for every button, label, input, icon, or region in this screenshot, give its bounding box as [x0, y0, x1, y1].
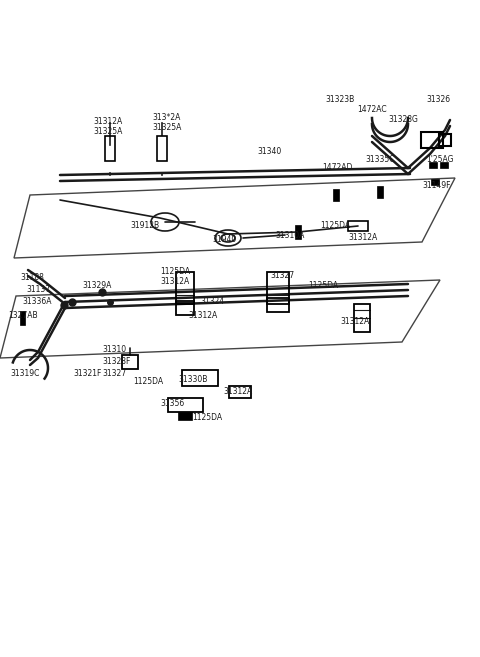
Text: 31312A: 31312A — [93, 118, 122, 127]
Bar — [267, 298, 289, 312]
Bar — [229, 386, 251, 398]
Text: 31327: 31327 — [270, 271, 294, 279]
Text: 31325A: 31325A — [152, 124, 181, 133]
Bar — [182, 370, 218, 386]
Text: 1125DA: 1125DA — [160, 267, 190, 277]
Bar — [439, 134, 451, 146]
Text: 31321F: 31321F — [73, 369, 101, 378]
Bar — [354, 304, 370, 332]
Text: 1125DA: 1125DA — [320, 221, 350, 231]
Text: 31330B: 31330B — [178, 376, 207, 384]
Bar — [157, 135, 167, 160]
Text: 1'25AG: 1'25AG — [426, 156, 454, 164]
Bar — [431, 179, 439, 185]
Text: 1125DA: 1125DA — [308, 281, 338, 290]
Bar — [178, 412, 192, 420]
Text: 31328F: 31328F — [102, 357, 131, 367]
Text: 31324: 31324 — [200, 298, 224, 307]
Text: 31326: 31326 — [426, 95, 450, 104]
Bar — [122, 355, 138, 369]
Bar — [105, 135, 115, 160]
Text: 1125DA: 1125DA — [133, 378, 163, 386]
Text: 31312A: 31312A — [223, 388, 252, 397]
Bar — [295, 225, 301, 239]
Text: 1472AC: 1472AC — [357, 106, 386, 114]
Text: 31149F: 31149F — [422, 181, 451, 189]
Text: 31336A: 31336A — [22, 298, 51, 307]
Bar — [429, 162, 437, 168]
Text: 31356: 31356 — [160, 399, 184, 409]
Text: 1125DA: 1125DA — [192, 413, 222, 422]
Text: 31137: 31137 — [26, 286, 50, 294]
Text: 31335C: 31335C — [365, 156, 395, 164]
Text: 31940: 31940 — [212, 235, 236, 244]
Text: 31323B: 31323B — [325, 95, 354, 104]
Text: 31319C: 31319C — [10, 369, 39, 378]
Bar — [176, 301, 194, 315]
Text: 31312A: 31312A — [160, 277, 189, 286]
Bar — [440, 162, 448, 168]
Text: 31310A: 31310A — [275, 231, 304, 240]
Text: 31329A: 31329A — [82, 281, 111, 290]
Bar — [377, 186, 383, 198]
Text: 1327AB: 1327AB — [8, 311, 37, 319]
Text: 31325A: 31325A — [93, 127, 122, 137]
Text: 31912B: 31912B — [130, 221, 159, 229]
Bar — [421, 132, 443, 148]
Bar — [267, 272, 289, 304]
Text: 31327: 31327 — [102, 369, 126, 378]
Text: 31310: 31310 — [102, 346, 126, 355]
Bar — [20, 311, 24, 325]
Text: 1472AD: 1472AD — [322, 164, 352, 173]
Bar — [176, 272, 194, 304]
Text: 31328G: 31328G — [388, 116, 418, 124]
Text: 31312A: 31312A — [348, 233, 377, 242]
Text: 31188: 31188 — [20, 273, 44, 283]
Text: 31312A: 31312A — [188, 311, 217, 319]
Bar — [333, 189, 339, 201]
Bar — [168, 398, 203, 412]
Bar — [348, 221, 368, 231]
Text: 31312A: 31312A — [340, 317, 369, 327]
Text: 31340: 31340 — [257, 148, 281, 156]
Text: 313*2A: 313*2A — [152, 114, 180, 122]
